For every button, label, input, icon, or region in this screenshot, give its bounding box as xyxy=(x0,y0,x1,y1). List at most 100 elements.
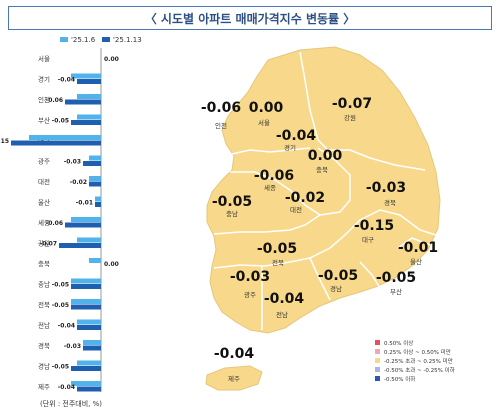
category-label: 전북 xyxy=(38,300,50,309)
region-name-8: 경북 xyxy=(384,198,396,207)
bar-data-label: -0.05 xyxy=(52,282,69,289)
region-value-15: -0.04 xyxy=(264,291,305,307)
chart-title-box: 〈 시도별 아파트 매매가격지수 변동률 〉 xyxy=(8,6,492,30)
region-name-14: 광주 xyxy=(244,291,256,299)
region-value-10: -0.01 xyxy=(398,240,438,256)
bar-data-label: -0.04 xyxy=(58,384,75,391)
map-legend: 0.50% 이상0.25% 이상 ~ 0.50% 미만-0.25% 초과 ~ 0… xyxy=(375,339,455,383)
region-name-16: 제주 xyxy=(228,375,240,383)
bar-data-label: -0.05 xyxy=(52,364,69,371)
bar-data-label: -0.01 xyxy=(76,200,93,207)
category-label: 강원 xyxy=(38,239,50,248)
region-value-5: -0.06 xyxy=(254,168,294,184)
bar-series-1 xyxy=(89,176,101,181)
category-label: 인천 xyxy=(38,95,50,104)
region-value-11: -0.05 xyxy=(257,241,297,257)
map-legend-swatch xyxy=(375,367,380,372)
region-value-6: -0.05 xyxy=(212,194,252,210)
category-label: 세종 xyxy=(38,218,50,227)
region-name-6: 충남 xyxy=(226,209,238,218)
bar-series-2 xyxy=(59,243,101,248)
legend-label-series-1: '25.1.6 xyxy=(71,36,96,44)
region-value-9: -0.15 xyxy=(354,218,394,234)
bar-series-2 xyxy=(71,366,101,371)
bar-series-1 xyxy=(71,381,101,386)
legend-swatch-series-1 xyxy=(60,37,68,42)
region-name-11: 전북 xyxy=(272,258,284,267)
bar-series-2 xyxy=(83,161,101,166)
region-name-0: 인천 xyxy=(215,121,227,130)
map-legend-label: 0.50% 이상 xyxy=(384,339,413,347)
region-name-3: 경기 xyxy=(284,143,296,152)
bar-data-label: -0.04 xyxy=(58,323,75,330)
bar-series-1 xyxy=(95,196,101,202)
category-label: 경기 xyxy=(38,75,50,84)
category-label: 부산 xyxy=(38,116,50,125)
region-value-3: -0.04 xyxy=(276,128,317,144)
bar-series-2 xyxy=(83,345,101,351)
bar-series-2 xyxy=(65,222,101,228)
bar-series-1 xyxy=(29,135,101,140)
region-name-12: 경남 xyxy=(330,284,342,293)
bar-chart: 서울0.00경기-0.04인천-0.06부산-0.05대구-0.15광주-0.0… xyxy=(0,53,119,392)
bar-data-label: -0.04 xyxy=(58,77,75,84)
bar-series-1 xyxy=(77,319,101,325)
bar-data-label: -0.06 xyxy=(46,220,63,227)
region-boundaries xyxy=(213,51,437,330)
bar-series-2 xyxy=(71,120,101,125)
map-legend-swatch xyxy=(375,358,380,363)
bar-series-2 xyxy=(77,325,101,330)
region-name-2: 강원 xyxy=(344,113,356,122)
region-value-8: -0.03 xyxy=(366,180,406,196)
bar-series-2 xyxy=(71,304,101,310)
bar-data-label: -0.15 xyxy=(0,138,9,145)
region-name-1: 서울 xyxy=(258,118,270,127)
bar-data-label: -0.07 xyxy=(40,241,57,248)
bar-series-1 xyxy=(71,73,101,79)
bar-series-2 xyxy=(89,181,101,187)
region-value-0: -0.06 xyxy=(201,100,241,116)
bar-series-2 xyxy=(11,140,101,146)
category-label: 울산 xyxy=(38,198,50,207)
region-value-16: -0.04 xyxy=(214,346,255,362)
bar-data-label: -0.06 xyxy=(46,97,63,104)
region-value-7: -0.02 xyxy=(285,190,325,206)
bar-series-1 xyxy=(83,340,101,345)
category-label: 대전 xyxy=(38,177,50,186)
category-label: 충북 xyxy=(38,259,50,268)
category-label: 경북 xyxy=(38,341,50,350)
category-label: 경남 xyxy=(38,362,50,371)
bar-series-2 xyxy=(77,79,101,84)
region-value-1: 0.00 xyxy=(249,100,284,116)
bar-data-label: -0.03 xyxy=(64,343,81,350)
category-label: 광주 xyxy=(38,158,50,166)
region-name-4: 충북 xyxy=(316,165,328,174)
map-legend-label: 0.25% 이상 ~ 0.50% 미만 xyxy=(384,348,451,356)
legend-swatch-series-2 xyxy=(102,37,110,42)
bar-data-label: -0.03 xyxy=(64,159,81,166)
legend-label-series-2: '25.1.13 xyxy=(113,36,142,44)
map-legend-label: -0.25% 초과 ~ 0.25% 미만 xyxy=(384,357,453,365)
bar-series-1 xyxy=(77,360,101,366)
region-name-10: 울산 xyxy=(410,257,422,266)
map-legend-swatch xyxy=(375,376,380,381)
category-label: 충남 xyxy=(38,280,50,289)
category-label: 서울 xyxy=(38,54,50,63)
map-legend-swatch xyxy=(375,349,380,354)
bar-data-label: 0.00 xyxy=(104,56,119,63)
map-legend-label: -0.50% 이하 xyxy=(384,375,415,383)
bar-series-1 xyxy=(89,258,101,263)
region-value-2: -0.07 xyxy=(332,96,372,112)
bar-data-label: -0.02 xyxy=(70,179,87,186)
unit-note: (단위 : 전주대비, %) xyxy=(40,399,102,408)
region-name-7: 대전 xyxy=(290,205,302,214)
bar-series-2 xyxy=(95,202,101,207)
bar-data-label: -0.05 xyxy=(52,302,69,309)
region-name-9: 대구 xyxy=(362,236,374,244)
chart-title: 〈 시도별 아파트 매매가격지수 변동률 〉 xyxy=(144,11,356,26)
bar-series-1 xyxy=(77,114,101,120)
category-label: 제주 xyxy=(38,383,50,391)
